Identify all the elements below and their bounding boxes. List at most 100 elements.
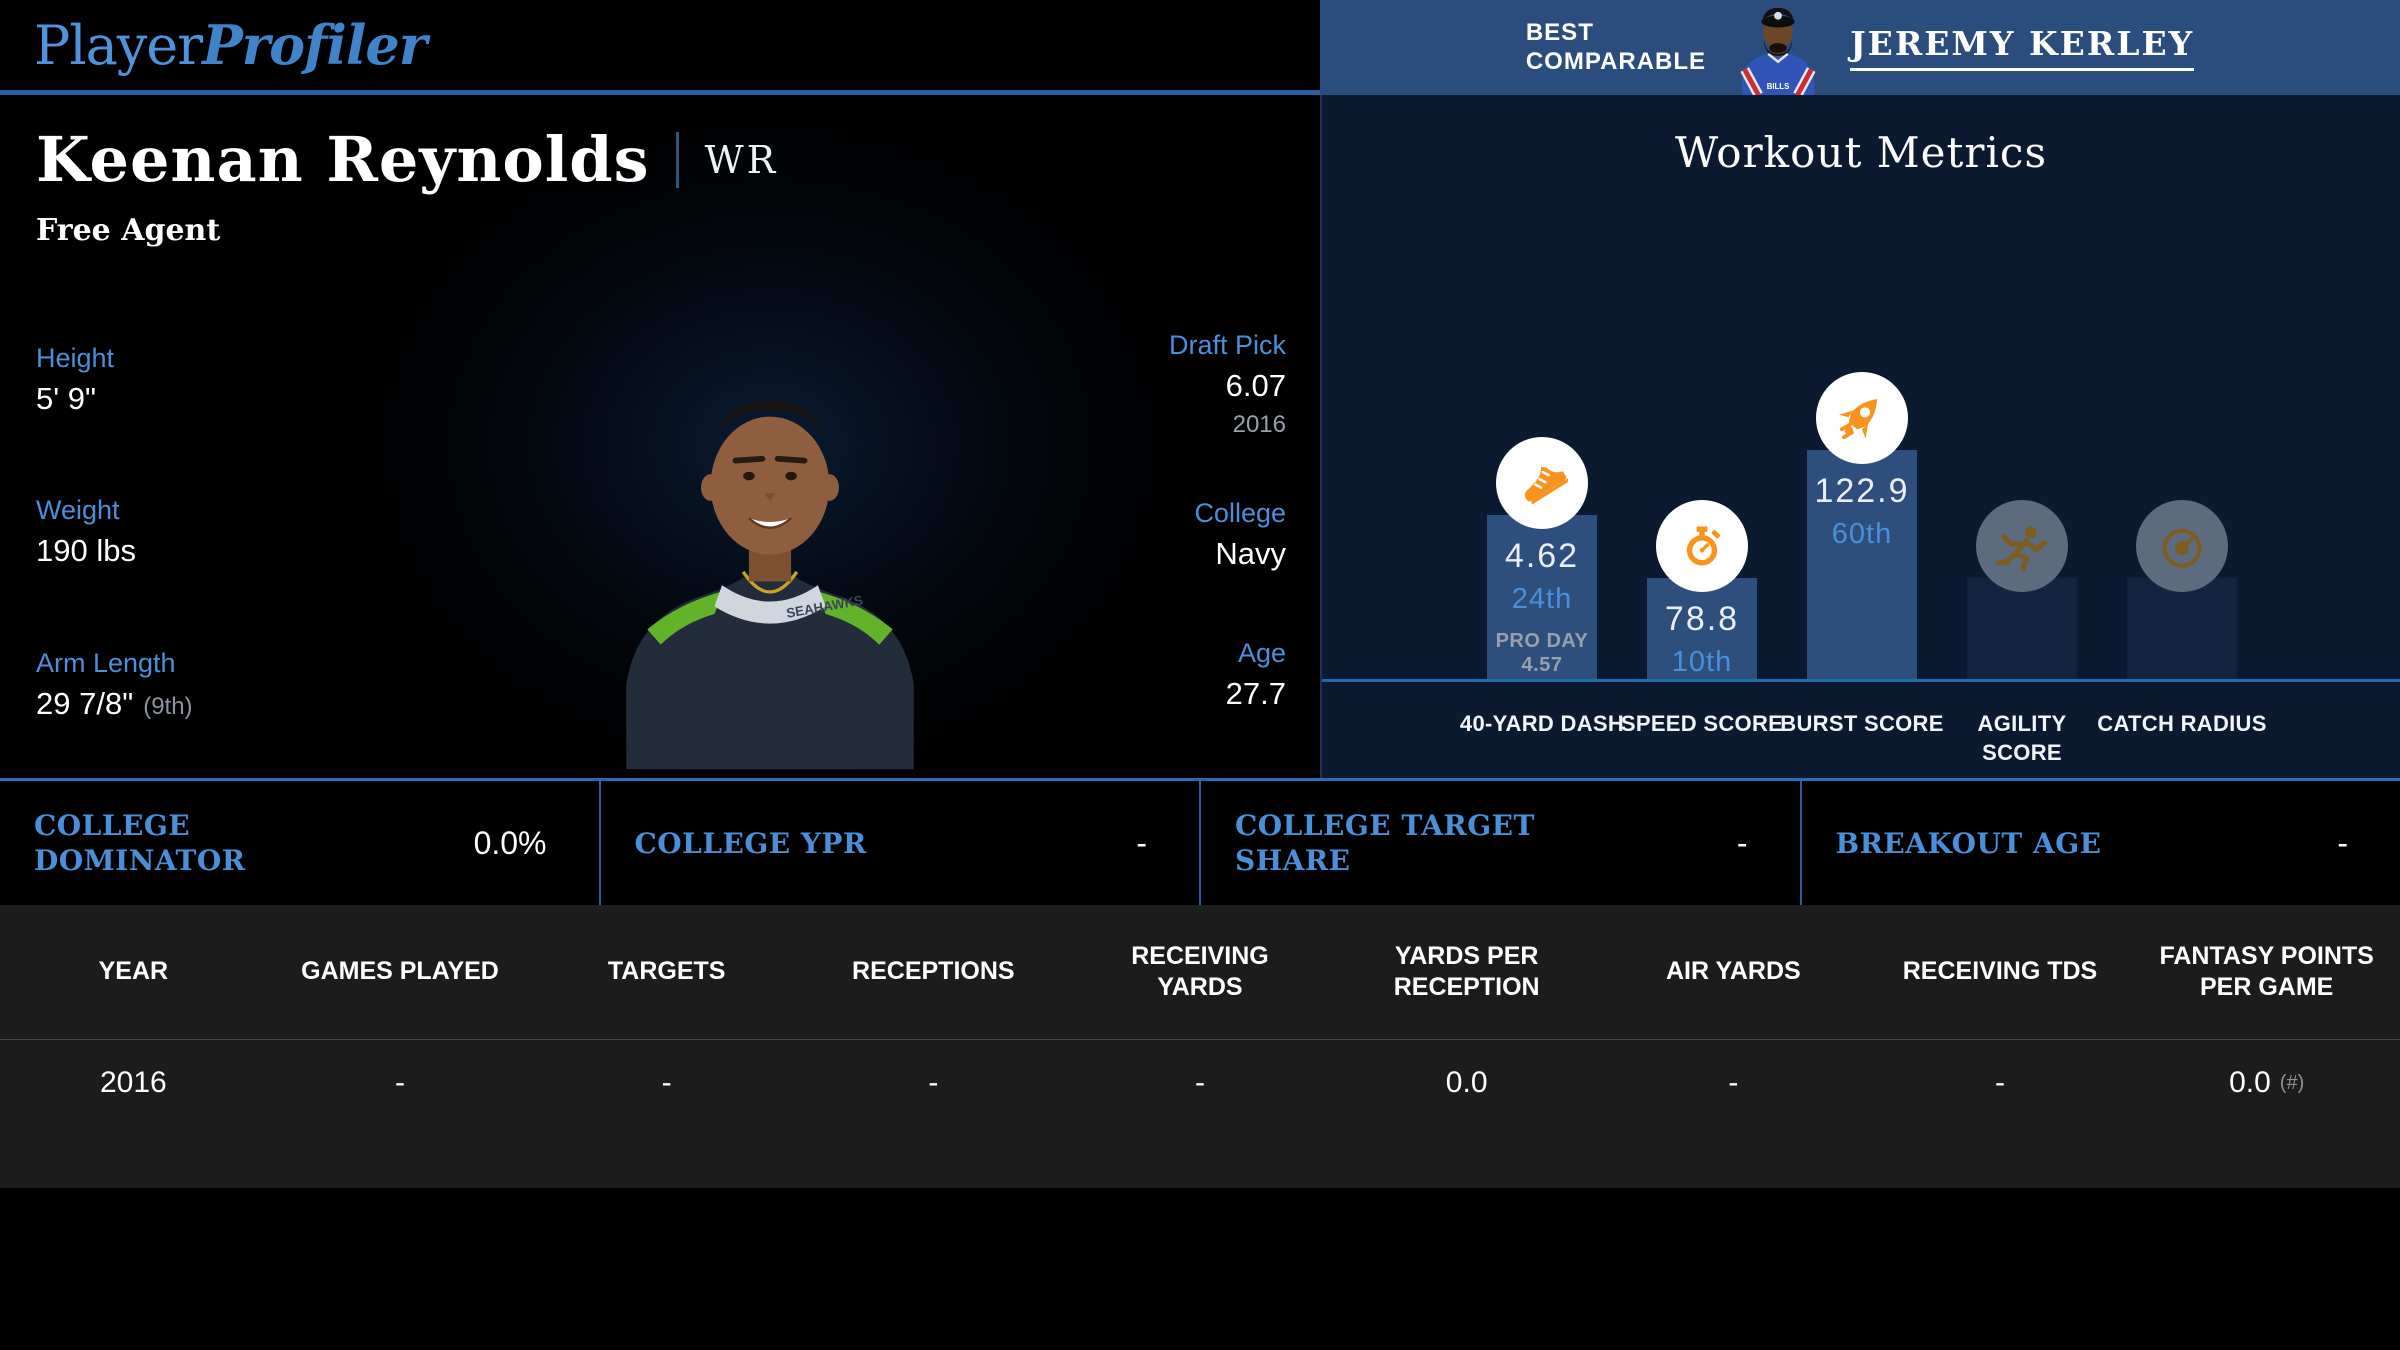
cell-receiving-yards: - [1194,1066,1205,1099]
burst-percentile: 60th [1831,518,1893,550]
label-catch-radius: CATCH RADIUS [2097,711,2267,736]
radar-icon [2162,528,2202,568]
comparable-player-photo: BILLS [1740,7,1816,95]
height-label: Height [36,343,115,373]
forty-value: 4.62 [1504,537,1580,575]
header-yards-per-reception: YARDS PER RECEPTION [1393,941,1540,1001]
logo-part-profiler: Profiler [202,13,427,77]
logo-part-player: Player [34,14,203,77]
college-target-share-value: - [1736,824,1748,861]
college-value: Navy [1215,536,1286,571]
speed-score-badge [1656,500,1748,592]
arm-length-percentile: (9th) [143,693,193,720]
cell-air-yards: - [1728,1066,1739,1099]
header-targets: TARGETS [607,957,726,986]
header-air-yards: AIR YARDS [1665,957,1801,986]
header-receiving-tds: RECEIVING TDS [1902,957,2098,986]
season-table-row-2016: 2016 - - - - 0.0 - - 0.0 (#) [0,1040,2400,1126]
attribute-age: Age 27.7 [1226,638,1286,712]
weight-value: 190 lbs [36,533,136,568]
workout-metrics-title: Workout Metrics [1674,128,2048,177]
speed-score-bar: 78.8 10th [1647,578,1757,681]
burst-value: 122.9 [1814,472,1910,510]
burst-score-badge [1816,372,1908,464]
brand-header: PlayerProfiler [0,0,1320,95]
season-stats-table: YEAR GAMES PLAYED TARGETS RECEPTIONS REC… [0,905,2400,1188]
cell-targets: - [661,1066,672,1099]
arm-length-value: 29 7/8" (9th) [36,686,193,721]
agility-score-bar-empty [1967,578,2077,681]
best-comparable-banner: BEST COMPARABLE BILLS JEREMY KERLEY [1320,0,2400,95]
draft-year: 2016 [1232,411,1286,438]
player-name: Keenan Reynolds [36,123,650,196]
svg-text:BILLS: BILLS [1767,82,1790,91]
forty-percentile: 24th [1511,583,1573,615]
breakout-age-value: - [2337,824,2348,861]
college-dominator-cell: COLLEGE DOMINATOR 0.0% [0,781,601,905]
header-fantasy-points-per-game: FANTASY POINTS PER GAME [2159,941,2374,1001]
label-speed-score: SPEED SCORE [1620,711,1784,736]
main-content: Keenan Reynolds WR Free Agent Height 5' … [0,95,2400,778]
age-value: 27.7 [1225,676,1286,711]
college-target-share-label: COLLEGE TARGET SHARE [1235,809,1535,877]
label-agility-score: AGILITY SCORE [1977,711,2067,765]
header-year: YEAR [98,957,169,986]
name-position-divider [675,131,679,188]
season-table-header: YEAR GAMES PLAYED TARGETS RECEPTIONS REC… [0,905,2400,1040]
footer-space [0,1188,2400,1350]
runner-icon [1995,526,2048,572]
burst-score-bar: 122.9 60th [1807,450,1917,681]
player-team-status: Free Agent [36,213,221,248]
attribute-arm-length: Arm Length 29 7/8" (9th) [36,648,193,722]
catch-radius-bar-empty [2127,578,2237,681]
cell-fantasy-points-per-game: 0.0 (#) [2229,1066,2305,1099]
playerprofiler-logo[interactable]: PlayerProfiler [34,13,427,77]
attribute-height: Height 5' 9" [36,343,114,417]
rocket-icon [1838,399,1878,440]
catch-radius-badge [2136,500,2228,592]
cell-games-played: - [394,1066,405,1099]
college-dominator-value: 0.0% [473,824,547,861]
college-target-share-cell: COLLEGE TARGET SHARE - [1201,781,1802,905]
comparable-player-link[interactable]: JEREMY KERLEY [1850,24,2195,71]
forty-pro-day-note: PRO DAY 4.57 [1495,630,1589,677]
college-stats-row: COLLEGE DOMINATOR 0.0% COLLEGE YPR - COL… [0,778,2400,905]
college-dominator-label: COLLEGE DOMINATOR [34,809,246,877]
cell-receiving-tds: - [1994,1066,2005,1099]
player-position: WR [704,137,779,182]
attribute-draft-pick: Draft Pick 6.07 2016 [1169,330,1286,439]
top-bar: PlayerProfiler BEST COMPARABLE BILLS [0,0,2400,95]
weight-label: Weight [36,495,120,525]
player-headshot-photo: SEAHAWKS [626,401,914,770]
cell-year: 2016 [99,1066,167,1099]
college-ypr-value: - [1136,824,1147,861]
draft-pick-value: 6.07 [1225,368,1286,403]
best-comparable-label: BEST COMPARABLE [1525,18,1707,75]
speed-value: 78.8 [1664,600,1740,638]
label-forty-yard-dash: 40-YARD DASH [1459,711,1625,736]
breakout-age-cell: BREAKOUT AGE - [1802,781,2400,905]
height-value: 5' 9" [36,381,97,416]
player-summary-panel: Keenan Reynolds WR Free Agent Height 5' … [0,95,1320,778]
header-games-played: GAMES PLAYED [301,957,499,986]
label-burst-score: BURST SCORE [1780,711,1944,736]
stopwatch-icon [1686,526,1721,566]
age-label: Age [1237,638,1286,668]
forty-yard-badge [1496,437,1588,529]
chart-baseline [1322,679,2400,682]
breakout-age-label: BREAKOUT AGE [1835,826,2102,860]
college-label: College [1194,498,1286,528]
forty-yard-dash-bar: 4.62 24th PRO DAY 4.57 [1487,515,1597,681]
agility-score-badge [1976,500,2068,592]
cell-yards-per-reception: 0.0 [1445,1066,1488,1099]
college-ypr-label: COLLEGE YPR [634,826,867,860]
attribute-weight: Weight 190 lbs [36,495,136,569]
draft-pick-label: Draft Pick [1168,330,1286,360]
cell-receptions: - [928,1066,939,1099]
header-receptions: RECEPTIONS [852,957,1015,986]
workout-metrics-panel: Workout Metrics 4.62 24th PRO DAY 4.57 78… [1320,95,2400,778]
arm-length-label: Arm Length [36,648,176,678]
header-receiving-yards: RECEIVING YARDS [1131,941,1269,1001]
shoe-icon [1525,467,1568,505]
